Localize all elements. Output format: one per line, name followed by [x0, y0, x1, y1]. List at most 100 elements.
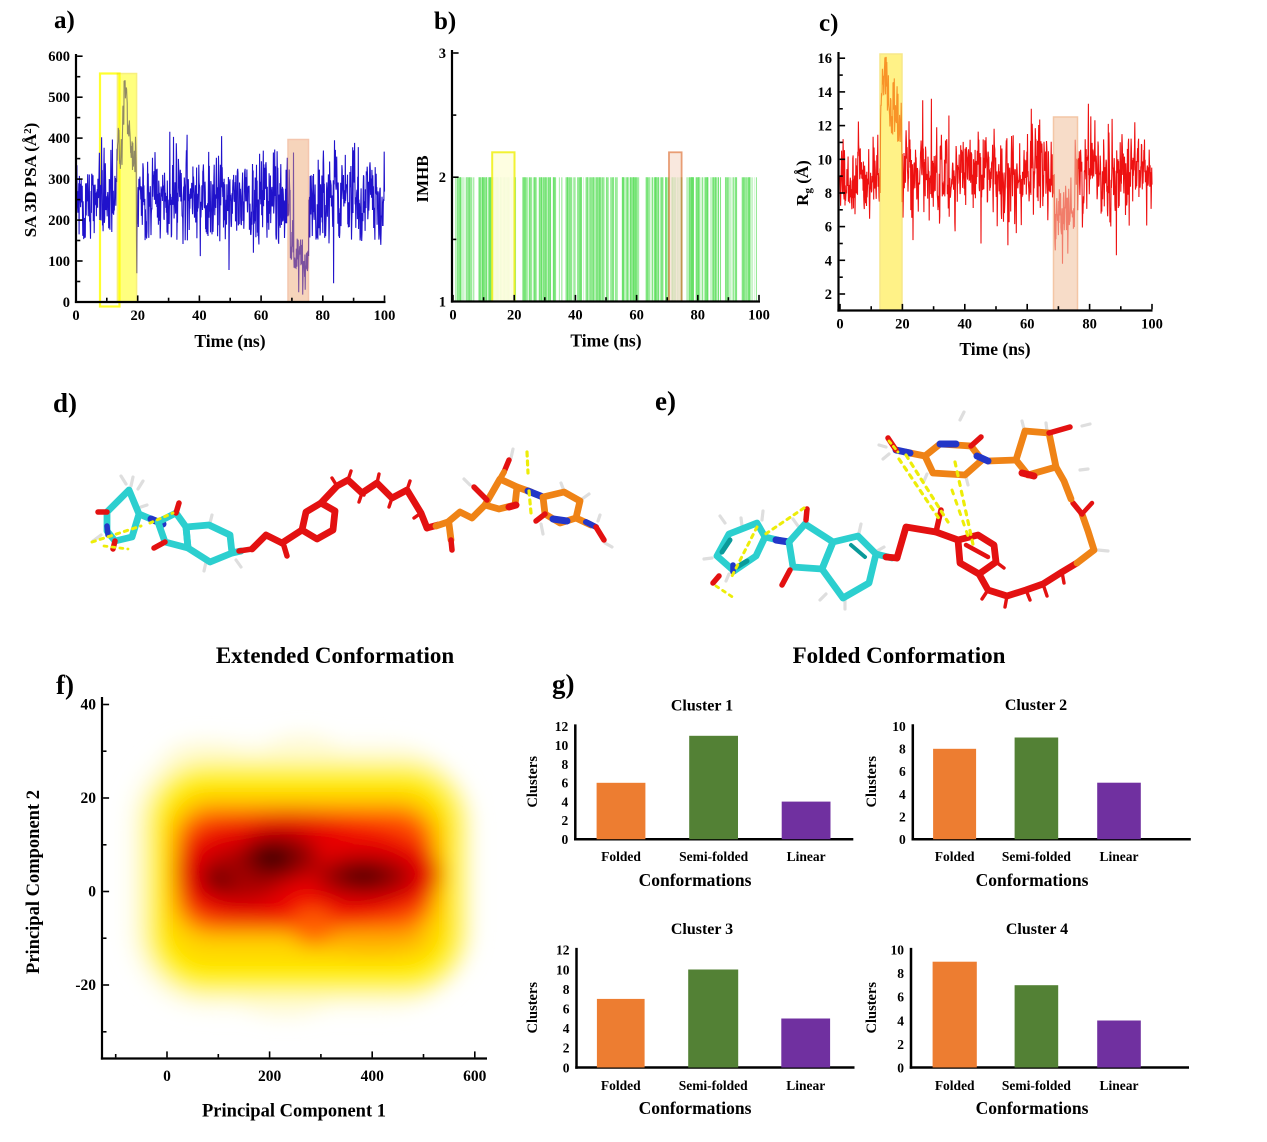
svg-text:Folded: Folded	[601, 1078, 641, 1093]
svg-text:4: 4	[563, 1021, 570, 1036]
svg-text:12: 12	[818, 119, 833, 135]
svg-text:Conformations: Conformations	[976, 1098, 1089, 1118]
svg-text:Principal Component 1: Principal Component 1	[202, 1102, 386, 1122]
svg-text:Semi-folded: Semi-folded	[1002, 1078, 1071, 1093]
svg-text:Semi-folded: Semi-folded	[679, 1078, 748, 1093]
svg-text:20: 20	[507, 308, 522, 324]
svg-text:4: 4	[899, 787, 906, 802]
svg-text:6: 6	[562, 776, 569, 791]
svg-text:Clusters: Clusters	[525, 756, 541, 808]
svg-text:100: 100	[748, 308, 770, 324]
svg-text:600: 600	[48, 49, 70, 65]
svg-text:40: 40	[958, 317, 973, 333]
svg-text:300: 300	[48, 172, 70, 188]
svg-text:Time (ns): Time (ns)	[959, 339, 1030, 359]
svg-text:f): f)	[56, 670, 74, 700]
svg-text:20: 20	[895, 317, 910, 333]
svg-text:6: 6	[897, 990, 904, 1005]
svg-text:80: 80	[691, 308, 706, 324]
svg-text:6: 6	[899, 764, 906, 779]
svg-text:a): a)	[54, 7, 75, 34]
svg-text:1: 1	[439, 295, 446, 311]
svg-text:Time (ns): Time (ns)	[570, 331, 641, 351]
svg-text:Extended Conformation: Extended Conformation	[216, 643, 455, 668]
svg-text:Rg (Å): Rg (Å)	[793, 160, 814, 206]
svg-text:g): g)	[552, 669, 575, 699]
svg-text:0: 0	[899, 832, 906, 847]
svg-text:b): b)	[434, 8, 456, 35]
svg-text:Conformations: Conformations	[639, 870, 752, 890]
svg-text:6: 6	[825, 220, 832, 236]
svg-text:0: 0	[562, 832, 569, 847]
svg-text:Principal Component 2: Principal Component 2	[24, 790, 44, 974]
svg-text:8: 8	[899, 742, 906, 757]
svg-text:Semi-folded: Semi-folded	[679, 849, 748, 864]
svg-text:0: 0	[88, 884, 96, 901]
svg-text:0: 0	[449, 308, 456, 324]
svg-text:2: 2	[439, 170, 446, 186]
svg-text:3: 3	[439, 46, 446, 62]
svg-text:2: 2	[825, 287, 832, 303]
svg-text:0: 0	[563, 1060, 570, 1075]
svg-text:0: 0	[897, 1060, 904, 1075]
svg-text:SA 3D PSA (Å2): SA 3D PSA (Å2)	[21, 123, 40, 238]
svg-text:0: 0	[163, 1068, 171, 1085]
svg-text:Semi-folded: Semi-folded	[1002, 849, 1071, 864]
svg-text:Conformations: Conformations	[639, 1098, 752, 1118]
svg-text:8: 8	[825, 186, 832, 202]
svg-text:Linear: Linear	[787, 849, 826, 864]
svg-text:2: 2	[562, 813, 569, 828]
svg-text:8: 8	[897, 966, 904, 981]
svg-text:Linear: Linear	[786, 1078, 825, 1093]
svg-text:40: 40	[192, 308, 207, 324]
svg-text:80: 80	[316, 308, 331, 324]
svg-text:Cluster 4: Cluster 4	[1006, 921, 1068, 938]
svg-text:100: 100	[48, 254, 70, 270]
svg-text:Cluster 1: Cluster 1	[671, 697, 733, 714]
svg-text:20: 20	[130, 308, 145, 324]
svg-text:2: 2	[897, 1037, 904, 1052]
svg-text:c): c)	[819, 10, 838, 37]
svg-text:Folded: Folded	[935, 1078, 975, 1093]
svg-text:10: 10	[892, 719, 906, 734]
svg-text:60: 60	[254, 308, 269, 324]
svg-text:0: 0	[63, 295, 70, 311]
svg-text:100: 100	[374, 308, 396, 324]
svg-text:Linear: Linear	[1100, 1078, 1139, 1093]
svg-text:Cluster 2: Cluster 2	[1005, 697, 1067, 714]
svg-text:Folded Conformation: Folded Conformation	[793, 643, 1006, 668]
svg-text:4: 4	[562, 794, 569, 809]
svg-text:IMHB: IMHB	[413, 155, 432, 202]
svg-text:12: 12	[555, 719, 569, 734]
svg-text:10: 10	[555, 738, 569, 753]
svg-text:Folded: Folded	[935, 849, 975, 864]
svg-text:Clusters: Clusters	[525, 982, 541, 1034]
svg-text:60: 60	[1020, 317, 1035, 333]
svg-text:8: 8	[563, 982, 570, 997]
svg-text:0: 0	[836, 317, 843, 333]
svg-text:6: 6	[563, 1002, 570, 1017]
svg-text:2: 2	[563, 1041, 570, 1056]
svg-text:10: 10	[556, 962, 570, 977]
svg-text:400: 400	[361, 1068, 385, 1085]
svg-text:Linear: Linear	[1100, 849, 1139, 864]
svg-text:10: 10	[818, 152, 833, 168]
svg-text:Conformations: Conformations	[976, 870, 1089, 890]
svg-text:500: 500	[48, 90, 70, 106]
svg-text:600: 600	[463, 1068, 487, 1085]
svg-text:-20: -20	[75, 977, 96, 994]
svg-text:12: 12	[556, 943, 570, 958]
svg-text:80: 80	[1082, 317, 1097, 333]
svg-text:e): e)	[655, 386, 676, 416]
svg-text:100: 100	[1141, 317, 1163, 333]
svg-text:20: 20	[81, 790, 97, 807]
svg-text:8: 8	[562, 757, 569, 772]
svg-text:4: 4	[897, 1013, 904, 1028]
svg-text:Clusters: Clusters	[864, 982, 880, 1034]
svg-text:d): d)	[53, 388, 77, 418]
svg-text:0: 0	[72, 308, 79, 324]
svg-text:Cluster 3: Cluster 3	[671, 921, 733, 938]
svg-text:14: 14	[818, 85, 833, 101]
svg-text:2: 2	[899, 809, 906, 824]
svg-text:40: 40	[81, 697, 97, 714]
